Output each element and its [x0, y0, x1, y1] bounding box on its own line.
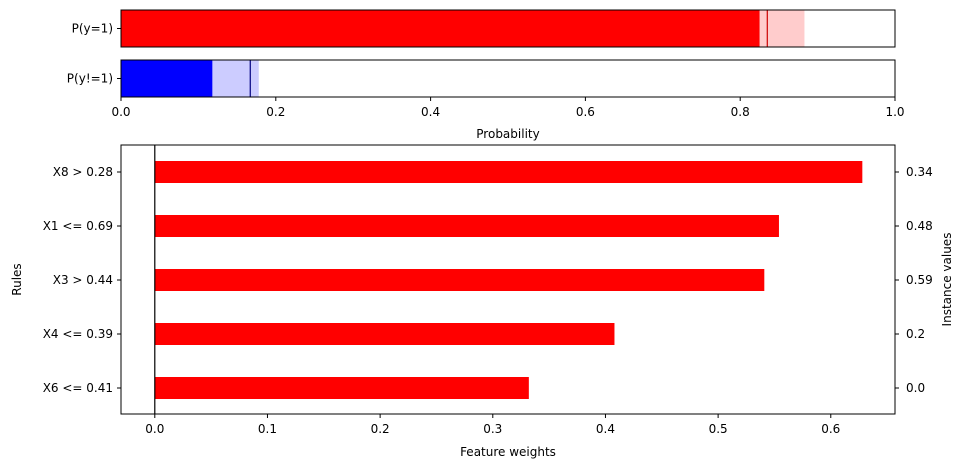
x-axis-title: Probability	[476, 127, 539, 141]
x-tick-label: 0.4	[421, 105, 440, 119]
probability-chart: P(y=1) P(y!=1) 0.0 0.2 0.4 0.6 0.8 1.0 Probabili…	[67, 9, 905, 141]
feature-weight-bar	[154, 161, 863, 183]
x-tick-label: 0.6	[821, 422, 840, 436]
x-tick-label: 0.2	[266, 105, 285, 119]
instance-value-label: 0.48	[906, 219, 933, 233]
x-axis-title: Feature weights	[460, 445, 556, 459]
feature-weight-bar	[154, 323, 615, 345]
rule-label: X8 > 0.28	[53, 165, 113, 179]
instance-value-label: 0.34	[906, 165, 933, 179]
rule-label: X6 <= 0.41	[43, 381, 113, 395]
feature-weights-chart: X8 > 0.28 0.34 X1 <= 0.69 0.48 X3 > 0.44 0.59…	[10, 144, 954, 459]
x-tick-label: 0.0	[111, 105, 130, 119]
feature-axes-frame	[120, 144, 896, 415]
x-tick-label: 0.8	[731, 105, 750, 119]
y-tick-label: P(y!=1)	[67, 72, 113, 86]
y-axis-title-right: Instance values	[940, 233, 954, 327]
rule-label: X1 <= 0.69	[43, 219, 113, 233]
rule-label: X4 <= 0.39	[43, 327, 113, 341]
instance-value-label: 0.0	[906, 381, 925, 395]
x-tick-label: 0.3	[483, 422, 502, 436]
x-tick-label: 0.0	[145, 422, 164, 436]
y-tick-label: P(y=1)	[72, 22, 113, 36]
instance-value-label: 0.59	[906, 273, 933, 287]
x-tick-label: 0.6	[576, 105, 595, 119]
feature-weight-bar	[154, 377, 529, 399]
probability-bar	[121, 60, 213, 97]
feature-weight-bar	[154, 215, 779, 237]
probability-bar	[121, 10, 760, 47]
x-tick-label: 0.4	[596, 422, 615, 436]
x-tick-label: 0.5	[709, 422, 728, 436]
instance-value-label: 0.2	[906, 327, 925, 341]
feature-weight-bar	[154, 269, 765, 291]
x-tick-label: 0.1	[258, 422, 277, 436]
x-tick-label: 0.2	[371, 422, 390, 436]
y-axis-title: Rules	[10, 263, 24, 295]
x-tick-label: 1.0	[885, 105, 904, 119]
rule-label: X3 > 0.44	[53, 273, 113, 287]
